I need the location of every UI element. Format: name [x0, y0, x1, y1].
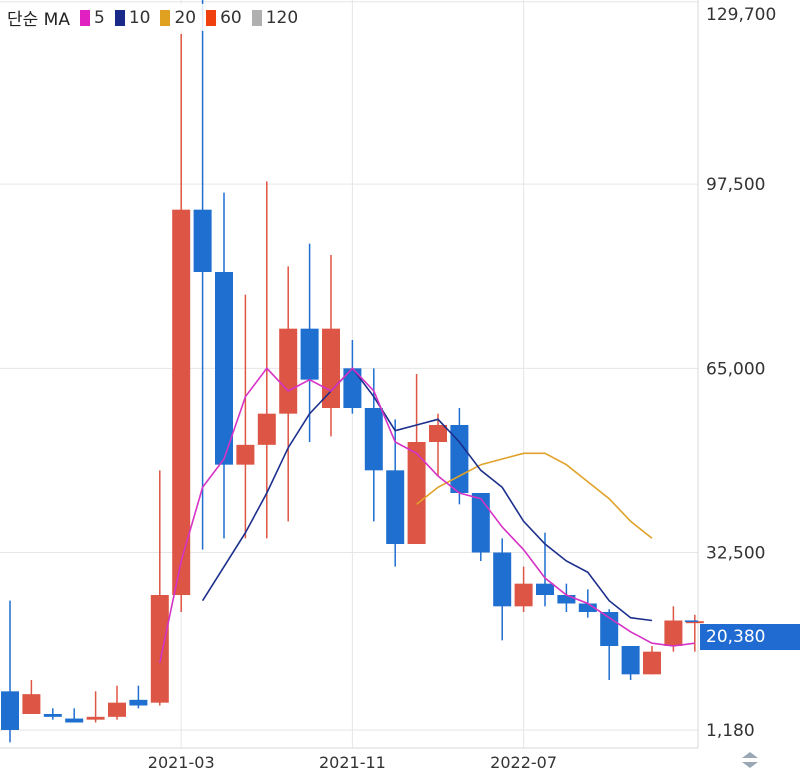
candle-body [364, 408, 383, 471]
candle-body [621, 646, 640, 675]
y-tick-label: 32,500 [706, 544, 765, 564]
ma20-line [416, 452, 653, 539]
ma-legend: 단순 MA 5 10 20 60 120 [4, 4, 302, 31]
candle-body [150, 595, 169, 703]
candle-body [685, 621, 704, 624]
candle-body [43, 714, 62, 717]
candle-body [557, 595, 576, 604]
scale-scroll-icon[interactable] [738, 750, 762, 770]
x-tick-label: 2021-03 [148, 753, 215, 772]
legend-title: 단순 MA [7, 10, 70, 30]
candle-body [193, 209, 212, 272]
legend-swatch-ma20 [160, 9, 171, 26]
current-price-tag: 20,380 [700, 624, 800, 650]
y-tick-label: 65,000 [706, 359, 765, 379]
legend-label-ma20: 20 [174, 7, 197, 28]
x-tick-label: 2022-07 [490, 753, 557, 772]
candle-body [514, 583, 533, 607]
candle-body [215, 272, 233, 465]
candle-body [108, 702, 126, 717]
candle-body [407, 442, 426, 544]
candle-body [257, 413, 276, 445]
candle-body [536, 583, 554, 595]
candle-body [664, 620, 683, 646]
candle-body [172, 209, 191, 595]
legend-label-ma10: 10 [128, 7, 151, 28]
ma10-line [201, 367, 653, 622]
y-tick-label: 1,180 [706, 721, 755, 741]
candle-body [129, 699, 148, 706]
legend-label-ma5: 5 [93, 7, 105, 28]
legend-swatch-ma120 [251, 9, 262, 26]
ma5-line [159, 367, 695, 664]
candle-body [300, 328, 319, 380]
x-tick-label: 2021-11 [319, 753, 386, 772]
candle-body [471, 493, 490, 553]
candle-body [22, 694, 41, 714]
candle-body [1, 691, 19, 730]
candle-body [386, 470, 405, 544]
candle-body [578, 603, 597, 612]
candle-body [65, 718, 84, 723]
candle-body [643, 651, 661, 675]
legend-swatch-ma60 [206, 9, 217, 26]
candle-body [343, 368, 362, 408]
candle-body [493, 552, 512, 607]
candle-body [322, 328, 340, 408]
candle-body [450, 425, 469, 493]
y-tick-label: 97,500 [706, 175, 765, 195]
candle-body [86, 716, 105, 720]
legend-label-ma120: 120 [265, 7, 299, 28]
legend-swatch-ma10 [114, 9, 125, 26]
legend-label-ma60: 60 [220, 7, 242, 28]
candle-body [236, 444, 255, 465]
y-tick-label: 129,700 [706, 5, 776, 25]
legend-swatch-ma5 [79, 9, 90, 26]
candle-body [279, 328, 298, 414]
candle-body [429, 425, 447, 442]
